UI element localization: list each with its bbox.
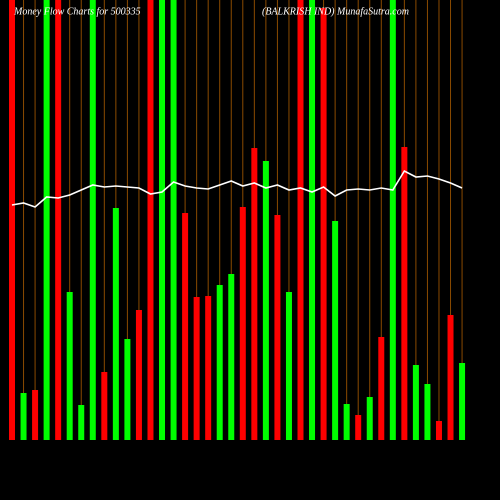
bar [89, 0, 96, 440]
bar [251, 148, 258, 440]
bar [389, 0, 396, 440]
bar [320, 8, 327, 440]
bar [285, 292, 292, 440]
bar [274, 215, 281, 440]
bar [124, 339, 131, 440]
bar [435, 421, 442, 440]
bar [78, 405, 85, 440]
bar [412, 365, 419, 440]
bar [205, 296, 212, 440]
price-line [11, 169, 463, 208]
bar [459, 363, 466, 440]
bar [66, 292, 73, 440]
bar [170, 0, 177, 440]
bar [20, 393, 27, 440]
bar [355, 415, 362, 440]
bar [216, 285, 223, 440]
bar [447, 315, 454, 440]
bar [332, 221, 339, 440]
bar [135, 310, 142, 440]
bar [159, 0, 166, 440]
bar [193, 297, 200, 440]
bar [343, 404, 350, 440]
bar [9, 0, 15, 440]
bar [228, 274, 235, 440]
bar [239, 207, 246, 440]
bars [9, 0, 466, 440]
bar [101, 372, 108, 440]
bar [378, 337, 385, 440]
bar [182, 213, 189, 440]
bar [262, 161, 269, 440]
bar [55, 0, 62, 440]
chart-title: Money Flow Charts for 500335 [13, 6, 141, 17]
bar [401, 147, 408, 440]
bar [424, 384, 431, 440]
bar [309, 0, 316, 440]
bar [32, 390, 39, 440]
bar [43, 0, 50, 440]
bar [112, 208, 119, 440]
bar [147, 0, 154, 440]
chart-subtitle: (BALKRISH IND) MunafaSutra.com [262, 6, 409, 17]
bar [366, 397, 373, 440]
bar [297, 0, 304, 440]
